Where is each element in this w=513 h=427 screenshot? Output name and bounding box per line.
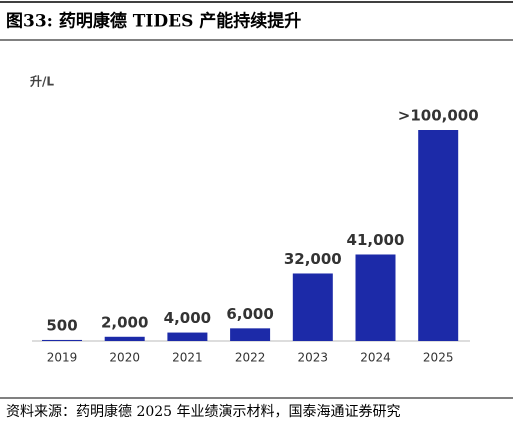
bar xyxy=(42,339,82,341)
x-tick-label: 2019 xyxy=(47,351,78,365)
x-tick-label: 2021 xyxy=(172,351,203,365)
data-label: 500 xyxy=(46,316,77,334)
source-note: 资料来源：药明康德 2025 年业绩演示材料，国泰海通证券研究 xyxy=(6,403,401,420)
bar xyxy=(104,336,145,341)
bar xyxy=(167,332,208,341)
data-label: 2,000 xyxy=(101,313,148,331)
data-label: >100,000 xyxy=(398,107,479,125)
chart-title: 图33: 药明康德 TIDES 产能持续提升 xyxy=(6,11,301,32)
bar xyxy=(230,328,271,341)
x-tick-label: 2023 xyxy=(298,351,329,365)
data-label: 32,000 xyxy=(284,250,342,268)
bar xyxy=(292,273,333,341)
y-axis-label: 升/L xyxy=(30,74,54,89)
data-label: 6,000 xyxy=(226,305,273,323)
data-label: 4,000 xyxy=(164,309,211,327)
x-tick-label: 2025 xyxy=(423,351,454,365)
x-tick-label: 2022 xyxy=(235,351,266,365)
x-tick-label: 2020 xyxy=(109,351,140,365)
bar xyxy=(355,254,396,341)
data-label: 41,000 xyxy=(347,231,405,249)
bar xyxy=(418,130,459,341)
x-tick-label: 2024 xyxy=(360,351,391,365)
